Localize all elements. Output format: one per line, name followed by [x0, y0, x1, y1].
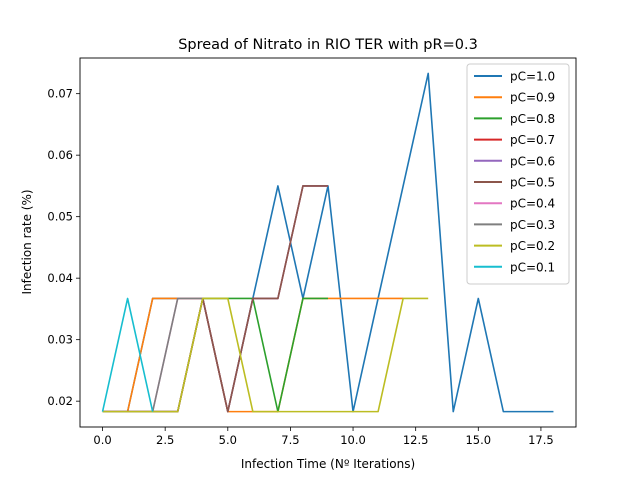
x-tick-label: 2.5	[156, 433, 174, 447]
x-tick-label: 15.0	[465, 433, 491, 447]
y-axis-label: Infection rate (%)	[20, 189, 34, 294]
y-tick-label: 0.07	[47, 87, 73, 101]
series-line-pc-0-2	[102, 297, 429, 413]
series-layer	[101, 72, 554, 413]
legend-label: pC=0.7	[510, 133, 555, 147]
legend-label: pC=1.0	[510, 70, 555, 84]
legend-label: pC=0.5	[510, 176, 555, 190]
plot-frame	[79, 57, 577, 428]
x-axis: 0.0 2.5 5.0 7.5 10.0 12.5 15.0 17.5	[93, 427, 554, 447]
legend: pC=1.0 pC=0.9 pC=0.8 pC=0.7 pC=0.6 pC=0.5 pC=0…	[466, 63, 570, 285]
x-tick-label: 17.5	[528, 433, 554, 447]
legend-label: pC=0.6	[510, 154, 555, 168]
y-axis: 0.02 0.03 0.04 0.05 0.06 0.07	[47, 87, 80, 408]
series-line-pc-0-4	[102, 297, 203, 413]
x-tick-label: 5.0	[219, 433, 237, 447]
series-line-pc-0-1	[101, 297, 154, 412]
x-tick-label: 7.5	[281, 433, 299, 447]
series-line-pc-0-3	[102, 297, 203, 413]
series-line-pc-0-9	[102, 297, 404, 413]
legend-label: pC=0.1	[510, 260, 555, 274]
y-tick-label: 0.05	[47, 210, 73, 224]
legend-label: pC=0.9	[510, 91, 555, 105]
legend-label: pC=0.8	[510, 112, 555, 126]
x-tick-label: 10.0	[340, 433, 366, 447]
x-tick-label: 12.5	[403, 433, 429, 447]
y-tick-label: 0.04	[47, 271, 73, 285]
legend-label: pC=0.4	[510, 197, 555, 211]
y-tick-label: 0.02	[47, 394, 73, 408]
legend-label: pC=0.2	[510, 239, 555, 253]
x-tick-label: 0.0	[93, 433, 111, 447]
y-tick-label: 0.06	[47, 148, 73, 162]
y-tick-label: 0.03	[47, 333, 73, 347]
legend-label: pC=0.3	[510, 218, 555, 232]
x-axis-label: Infection Time (Nº Iterations)	[241, 457, 415, 471]
chart-title: Spread of Nitrato in RIO TER with pR=0.3	[178, 37, 478, 53]
